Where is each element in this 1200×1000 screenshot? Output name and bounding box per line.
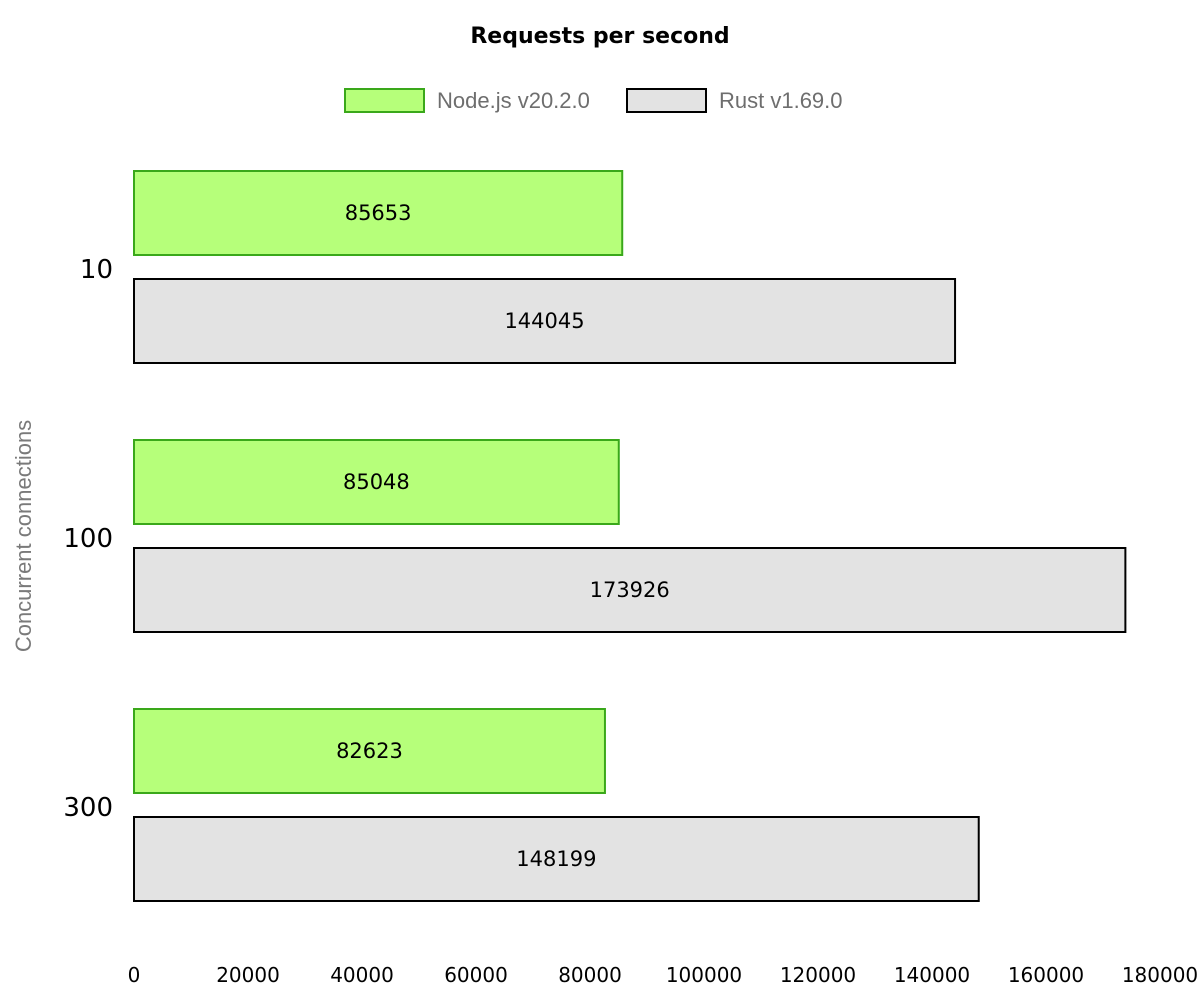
category-label-300: 300 [63, 793, 113, 823]
x-tick-label-5: 100000 [666, 963, 742, 987]
x-tick-label-8: 160000 [1008, 963, 1084, 987]
bar-rust-100 [133, 547, 1127, 633]
category-label-10: 10 [80, 255, 113, 285]
bar-value-label: 85653 [345, 201, 412, 225]
bar-nodejs-10 [133, 170, 624, 256]
x-tick-label-9: 180000 [1122, 963, 1198, 987]
bars: 85653 144045 85048 173926 82623 148199 [133, 170, 1127, 902]
x-tick-label-4: 80000 [558, 963, 622, 987]
legend-swatch-2 [626, 88, 707, 113]
bar-rust-300 [133, 816, 980, 902]
x-tick-label-7: 140000 [894, 963, 970, 987]
bar-value-label: 173926 [590, 578, 670, 602]
category-labels: 10 100 300 [63, 255, 113, 823]
legend-label-1: Node.js v20.2.0 [437, 88, 590, 113]
x-tick-label-0: 0 [128, 963, 141, 987]
legend-swatch-1 [344, 88, 425, 113]
bar-value-label: 85048 [343, 470, 410, 494]
x-tick-label-2: 40000 [330, 963, 394, 987]
bar-nodejs-100 [133, 439, 620, 525]
bar-value-label: 148199 [516, 847, 596, 871]
category-label-100: 100 [63, 524, 113, 554]
legend: Node.js v20.2.0 Rust v1.69.0 [344, 88, 843, 113]
bar-value-label: 82623 [336, 739, 403, 763]
bar-value-label: 144045 [504, 309, 584, 333]
bar-nodejs-300 [133, 708, 606, 794]
legend-label-2: Rust v1.69.0 [719, 88, 843, 113]
y-axis-title: Concurrent connections [11, 420, 36, 652]
x-tick-label-6: 120000 [780, 963, 856, 987]
bar-rust-10 [133, 278, 957, 364]
x-tick-label-1: 20000 [216, 963, 280, 987]
x-axis-tick-labels: 0 20000 40000 60000 80000 100000 120000 140000 1… [128, 963, 1199, 987]
x-tick-label-3: 60000 [444, 963, 508, 987]
chart-title: Requests per second [470, 24, 729, 49]
